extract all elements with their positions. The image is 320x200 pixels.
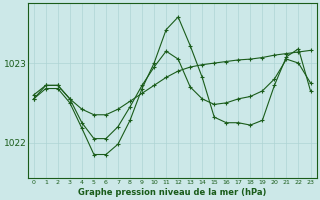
X-axis label: Graphe pression niveau de la mer (hPa): Graphe pression niveau de la mer (hPa) xyxy=(78,188,266,197)
